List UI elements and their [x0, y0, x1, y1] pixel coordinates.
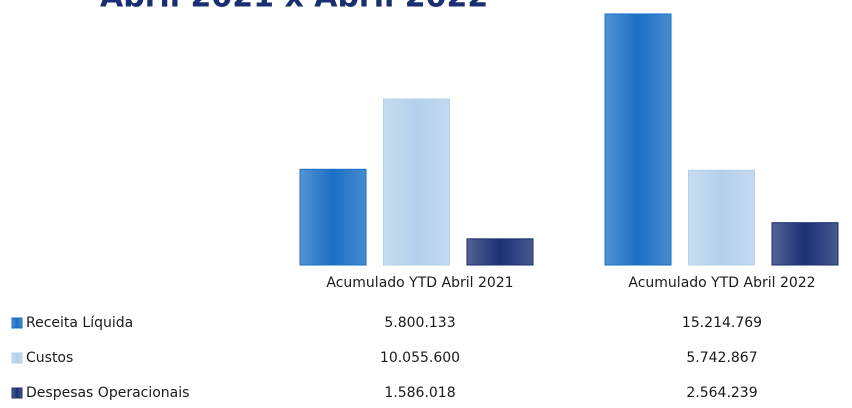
- legend-swatch: [11, 387, 23, 399]
- x-tick-label: Acumulado YTD Abril 2022: [628, 275, 815, 291]
- data-label: 10.055.600: [380, 350, 460, 366]
- data-label: 5.742.867: [686, 350, 757, 366]
- legend-label: Custos: [26, 350, 73, 366]
- data-label: 15.214.769: [682, 315, 762, 331]
- legend-label: Despesas Operacionais: [26, 385, 189, 401]
- bar: [771, 222, 839, 266]
- bar: [383, 98, 450, 266]
- legend-label: Receita Líquida: [26, 315, 133, 331]
- bar: [466, 238, 534, 266]
- data-label: 1.586.018: [384, 385, 455, 401]
- bar: [299, 168, 367, 266]
- chart-title: Abril 2021 x Abril 2022: [100, 0, 488, 15]
- bar: [604, 13, 672, 266]
- data-label: 2.564.239: [686, 385, 757, 401]
- bar: [688, 169, 755, 266]
- legend-swatch: [11, 317, 23, 329]
- legend-swatch: [11, 352, 23, 364]
- data-label: 5.800.133: [384, 315, 455, 331]
- x-tick-label: Acumulado YTD Abril 2021: [326, 275, 513, 291]
